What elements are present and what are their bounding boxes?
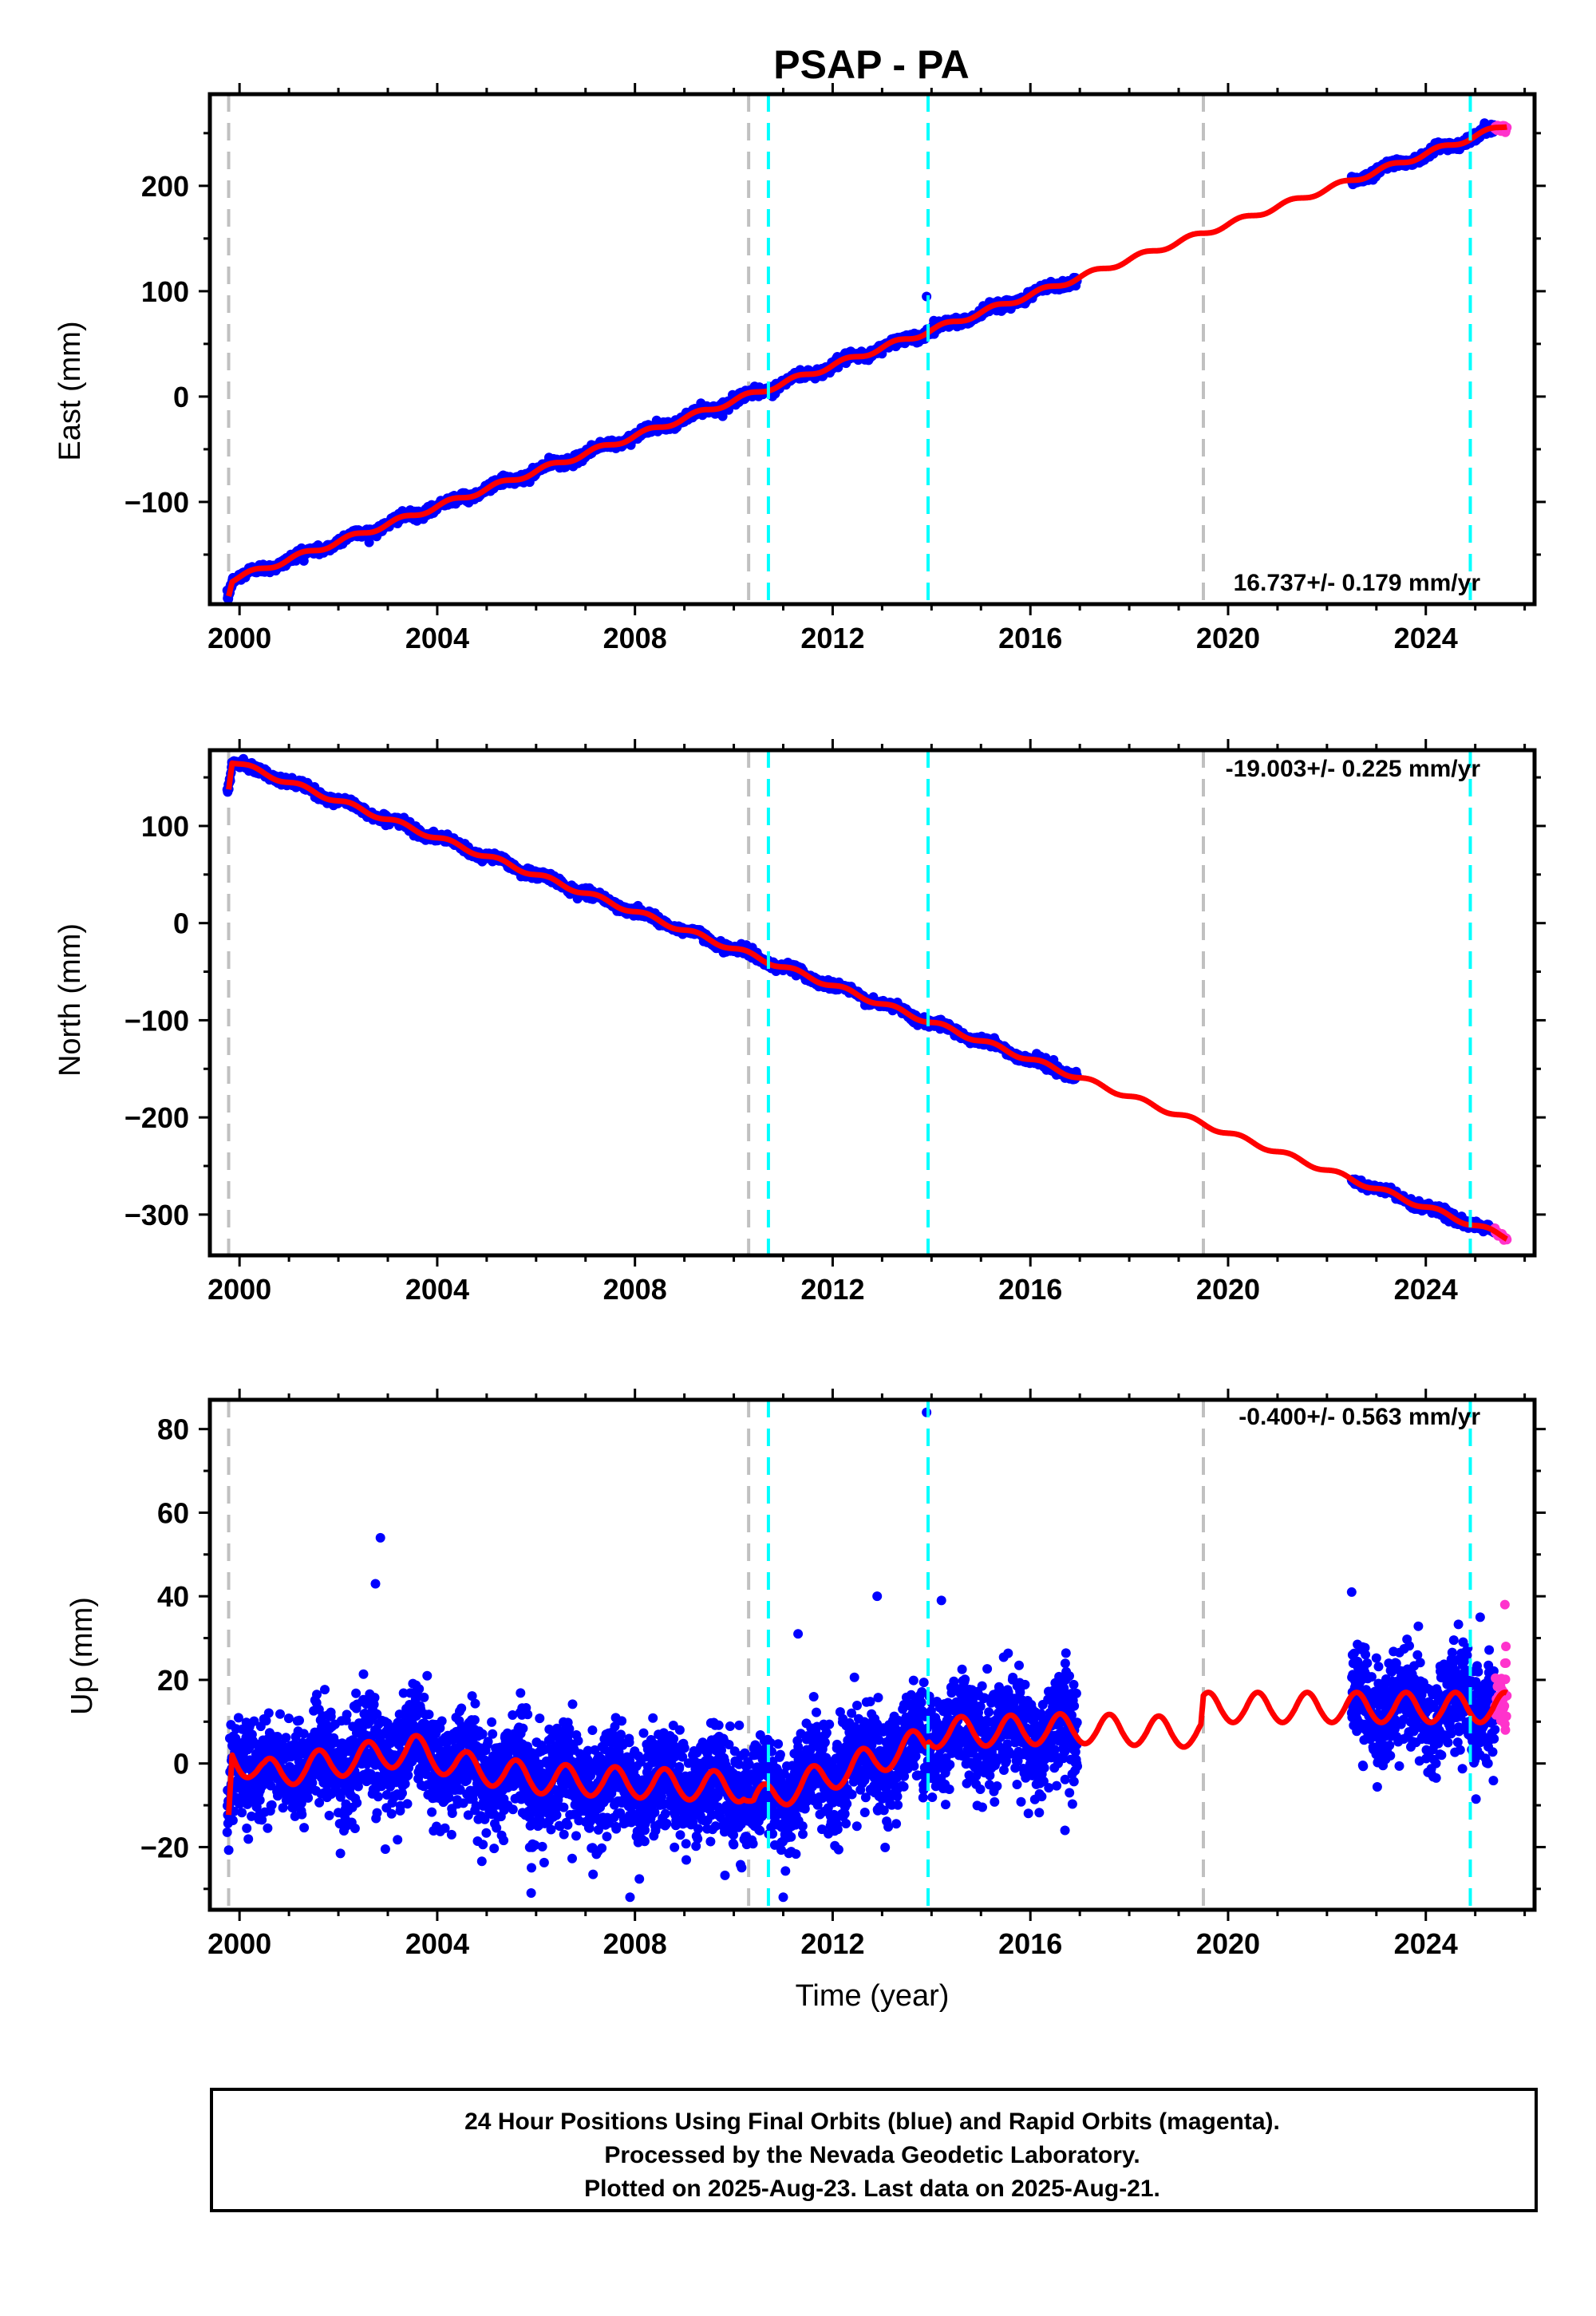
east-x-tick-label-2020: 2020 <box>1196 622 1260 654</box>
east-plot-area <box>222 94 1512 604</box>
east-rate-label: 16.737+/- 0.179 mm/yr <box>1234 570 1481 596</box>
east-x-tick-label-2000: 2000 <box>207 622 271 654</box>
east-y-tick-label-0: 0 <box>173 381 189 413</box>
east-y-tick-label--100: −100 <box>124 486 189 519</box>
east-x-tick-label-2024: 2024 <box>1394 622 1458 654</box>
east-y-tick-label-200: 200 <box>141 170 189 203</box>
east-x-tick-label-2012: 2012 <box>800 622 864 654</box>
east-x-tick-label-2008: 2008 <box>603 622 667 654</box>
east-x-tick-label-2016: 2016 <box>998 622 1062 654</box>
north-panel: North (mm) 2000 2004 2008 2012 2016 2020 2024−… <box>53 739 1546 1306</box>
east-final-orbit-points <box>222 118 1500 604</box>
east-x-tick-label-2004: 2004 <box>405 622 469 654</box>
east-y-axis-label: East (mm) <box>53 321 87 460</box>
north-y-axis-label: North (mm) <box>53 923 87 1077</box>
east-y-tick-label-100: 100 <box>141 275 189 308</box>
north-plot-area <box>222 750 1512 1255</box>
chart-title: PSAP - PA <box>773 42 969 87</box>
east-panel: East (mm) 2000 2004 2008 2012 2016 2020 2024−1… <box>53 83 1546 654</box>
